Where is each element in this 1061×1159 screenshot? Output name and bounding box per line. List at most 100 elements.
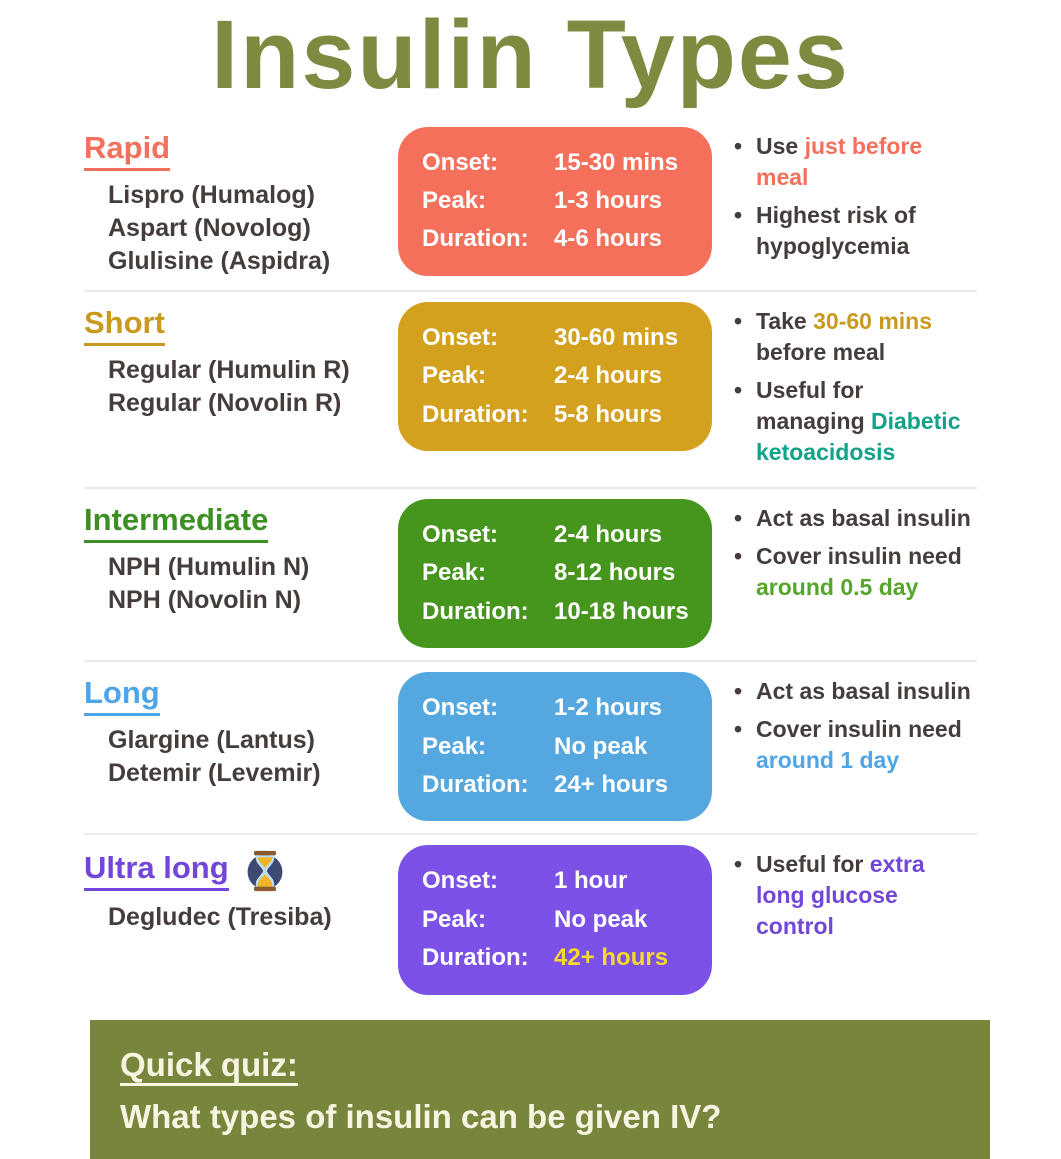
- row-heading-line: Ultra long: [84, 849, 384, 893]
- card-field-label: Peak:: [422, 362, 487, 390]
- card-field: Onset: 30-60 mins: [422, 319, 698, 357]
- row-left-column: Rapid Lispro (Humalog) Aspart (Novolog) Gl…: [84, 127, 384, 278]
- drug-list: Regular (Humulin R) Regular (Novolin R): [108, 354, 384, 420]
- note-item: Useful for extra long glucose control: [734, 849, 977, 942]
- note-text: Take: [756, 307, 814, 334]
- card-field: Onset: 1-2 hours: [422, 689, 698, 727]
- card-field: Duration: 10-18 hours: [422, 593, 698, 631]
- pk-card: Onset: 30-60 mins Peak: 2-4 hours Duration: 5…: [398, 301, 712, 451]
- card-field-label: Duration:: [422, 225, 529, 253]
- card-field: Peak: 1-3 hours: [422, 182, 698, 220]
- note-text: Cover insulin need: [756, 543, 962, 570]
- drug-name: Detemir (Levemir): [108, 759, 321, 788]
- pk-card: Onset: 1 hour Peak: No peak Duration: 42+ hou…: [398, 845, 712, 995]
- card-field-label: Onset:: [422, 694, 499, 722]
- notes-list: Take 30-60 mins before meal Useful for ma…: [726, 306, 977, 475]
- row-left-column: Ultra long Degludec (Tresiba): [84, 845, 384, 934]
- card-field-value: 4-6 hours: [554, 225, 663, 253]
- quiz-banner: Quick quiz: What types of insulin can be…: [90, 1019, 990, 1159]
- card-field: Duration: 24+ hours: [422, 766, 698, 804]
- drug-list: Lispro (Humalog) Aspart (Novolog) Glulisin…: [108, 179, 384, 278]
- row-heading: Long: [84, 676, 160, 717]
- notes-list: Use just before meal Highest risk of hypo…: [726, 131, 977, 269]
- note-item: Use just before meal: [734, 131, 977, 193]
- note-highlight: extra long glucose control: [756, 851, 925, 940]
- note-highlight: around 0.5 day: [756, 574, 919, 601]
- insulin-rows: Rapid Lispro (Humalog) Aspart (Novolog) Gl…: [0, 117, 1061, 1007]
- card-field: Onset: 15-30 mins: [422, 144, 698, 182]
- card-field-value: 42+ hours: [554, 944, 669, 972]
- drug-list: Glargine (Lantus) Detemir (Levemir): [108, 724, 384, 790]
- note-item: Cover insulin need around 1 day: [734, 714, 977, 776]
- row-left-column: Long Glargine (Lantus) Detemir (Levemir): [84, 672, 384, 790]
- insulin-row-ultra-long: Ultra long Degludec (Tresiba) Onset: 1 ho…: [84, 833, 977, 1006]
- note-highlight: Diabetic ketoacidosis: [756, 407, 961, 465]
- drug-list: Degludec (Tresiba): [108, 901, 384, 934]
- drug-list: NPH (Humulin N) NPH (Novolin N): [108, 551, 384, 617]
- pk-card: Onset: 15-30 mins Peak: 1-3 hours Duration: 4…: [398, 126, 712, 276]
- card-field-value: No peak: [554, 732, 648, 760]
- note-item: Act as basal insulin: [734, 503, 977, 534]
- pk-card: Onset: 1-2 hours Peak: No peak Duration: 24+ …: [398, 672, 712, 822]
- card-field: Peak: No peak: [422, 901, 698, 939]
- card-field-value: 2-4 hours: [554, 521, 663, 549]
- card-field: Duration: 42+ hours: [422, 939, 698, 977]
- drug-name: Aspart (Novolog): [108, 213, 311, 242]
- insulin-types-infographic: Insulin Types Rapid Lispro (Humalog) Aspa…: [0, 0, 1061, 1038]
- card-field-label: Peak:: [422, 559, 487, 587]
- drug-name: Degludec (Tresiba): [108, 903, 332, 932]
- quiz-heading: Quick quiz:: [120, 1045, 298, 1083]
- card-field-label: Peak:: [422, 187, 487, 215]
- card-field-value: 30-60 mins: [554, 323, 679, 351]
- drug-name: Lispro (Humalog): [108, 180, 315, 209]
- insulin-row-short: Short Regular (Humulin R) Regular (Novoli…: [84, 289, 977, 487]
- card-field-value: 24+ hours: [554, 770, 669, 798]
- note-item: Take 30-60 mins before meal: [734, 306, 977, 368]
- card-field-value: 1-3 hours: [554, 187, 663, 215]
- drug-name: Regular (Novolin R): [108, 388, 342, 417]
- card-field-value: 15-30 mins: [554, 148, 679, 176]
- page-title: Insulin Types: [211, 0, 850, 109]
- card-field-label: Peak:: [422, 905, 487, 933]
- card-field-label: Duration:: [422, 400, 529, 428]
- card-field-label: Onset:: [422, 323, 499, 351]
- card-field: Peak: 8-12 hours: [422, 554, 698, 592]
- note-text: before meal: [756, 338, 886, 365]
- card-field-value: 5-8 hours: [554, 400, 663, 428]
- quiz-question: What types of insulin can be given IV?: [120, 1097, 722, 1135]
- card-field-label: Duration:: [422, 597, 529, 625]
- note-text: Cover insulin need: [756, 716, 962, 743]
- drug-name: NPH (Humulin N): [108, 553, 310, 582]
- note-item: Cover insulin need around 0.5 day: [734, 541, 977, 603]
- note-text: Useful for: [756, 851, 870, 878]
- insulin-row-long: Long Glargine (Lantus) Detemir (Levemir) …: [84, 660, 977, 833]
- row-heading: Short: [84, 305, 165, 346]
- note-text: Act as basal insulin: [756, 678, 971, 705]
- card-field: Duration: 5-8 hours: [422, 396, 698, 434]
- hourglass-icon: [247, 851, 283, 892]
- card-field-label: Duration:: [422, 944, 529, 972]
- card-field-value: No peak: [554, 905, 648, 933]
- card-field: Duration: 4-6 hours: [422, 220, 698, 258]
- card-field: Onset: 2-4 hours: [422, 516, 698, 554]
- row-heading: Ultra long: [84, 851, 229, 892]
- card-field-label: Onset:: [422, 867, 499, 895]
- note-highlight: just before meal: [756, 132, 923, 190]
- card-field-label: Duration:: [422, 770, 529, 798]
- drug-name: NPH (Novolin N): [108, 586, 302, 615]
- note-highlight: 30-60 mins: [813, 307, 933, 334]
- row-left-column: Short Regular (Humulin R) Regular (Novoli…: [84, 302, 384, 420]
- note-text: Use: [756, 132, 805, 159]
- card-field-label: Peak:: [422, 732, 487, 760]
- row-heading: Rapid: [84, 130, 171, 171]
- note-item: Act as basal insulin: [734, 676, 977, 707]
- card-field-value: 1 hour: [554, 867, 628, 895]
- note-text: Useful for managing: [756, 376, 872, 434]
- notes-list: Act as basal insulin Cover insulin need a…: [726, 503, 977, 610]
- card-field-value: 1-2 hours: [554, 694, 663, 722]
- note-highlight: around 1 day: [756, 747, 900, 774]
- row-heading-line: Intermediate: [84, 502, 384, 544]
- card-field-value: 10-18 hours: [554, 597, 689, 625]
- row-left-column: Intermediate NPH (Humulin N) NPH (Novolin…: [84, 499, 384, 617]
- row-heading-line: Short: [84, 305, 384, 346]
